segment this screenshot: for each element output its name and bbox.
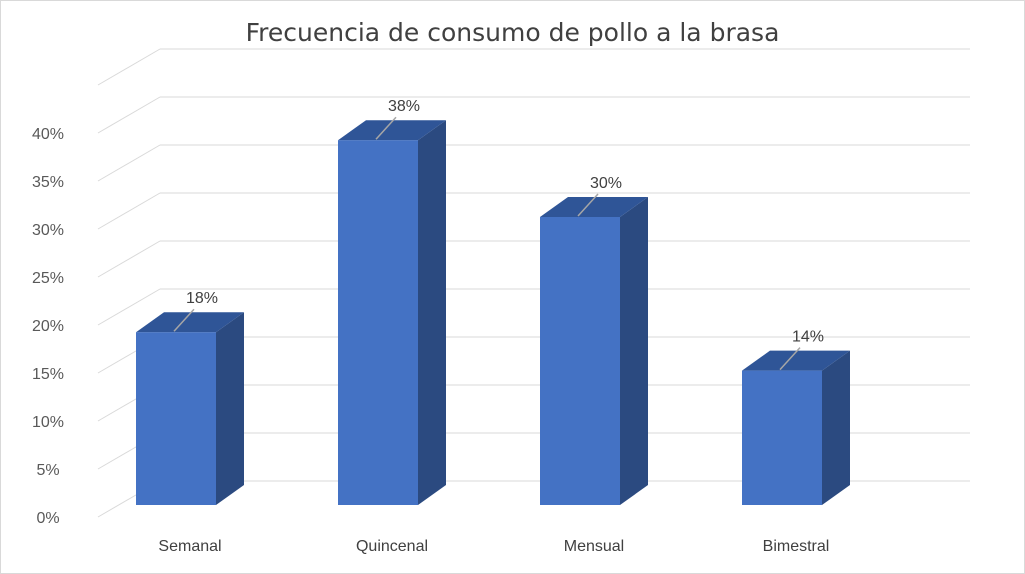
x-tick-label: Bimestral [763,538,830,555]
data-label: 14% [792,329,824,346]
y-tick-label: 10% [32,414,64,431]
data-label: 18% [186,290,218,307]
data-label-leader [577,193,599,217]
y-tick-label: 25% [32,270,64,287]
y-tick-label: 15% [32,366,64,383]
bar [136,332,216,505]
gridline-side [97,192,161,230]
gridline-side [97,48,161,86]
gridline-side [97,96,161,134]
data-label-leader [375,116,397,140]
bar-side [620,197,648,505]
bar-top [136,312,244,333]
data-label: 30% [590,175,622,192]
gridline-side [97,240,161,278]
bar [742,370,822,505]
bar-side [418,120,446,505]
bar-top [338,120,446,141]
data-label: 38% [388,98,420,115]
bar [540,217,620,505]
x-tick-label: Semanal [158,538,221,555]
data-label-leader [173,308,195,332]
bar-top [742,350,850,371]
gridline-side [97,288,161,326]
bar-side [216,312,244,505]
chart-title: Frecuencia de consumo de pollo a la bras… [245,18,780,47]
x-tick-label: Quincenal [356,538,428,555]
bar [338,140,418,505]
y-tick-label: 20% [32,318,64,335]
x-tick-label: Mensual [564,538,624,555]
y-tick-label: 40% [32,126,64,143]
y-tick-label: 35% [32,174,64,191]
y-tick-label: 30% [32,222,64,239]
gridline-side [97,144,161,182]
y-tick-label: 5% [36,462,59,479]
bar-side [822,350,850,505]
y-tick-label: 0% [36,510,59,527]
data-label-leader [779,347,801,371]
bar-top [540,197,648,217]
